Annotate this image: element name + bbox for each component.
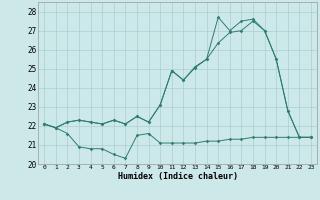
X-axis label: Humidex (Indice chaleur): Humidex (Indice chaleur) — [118, 172, 238, 181]
